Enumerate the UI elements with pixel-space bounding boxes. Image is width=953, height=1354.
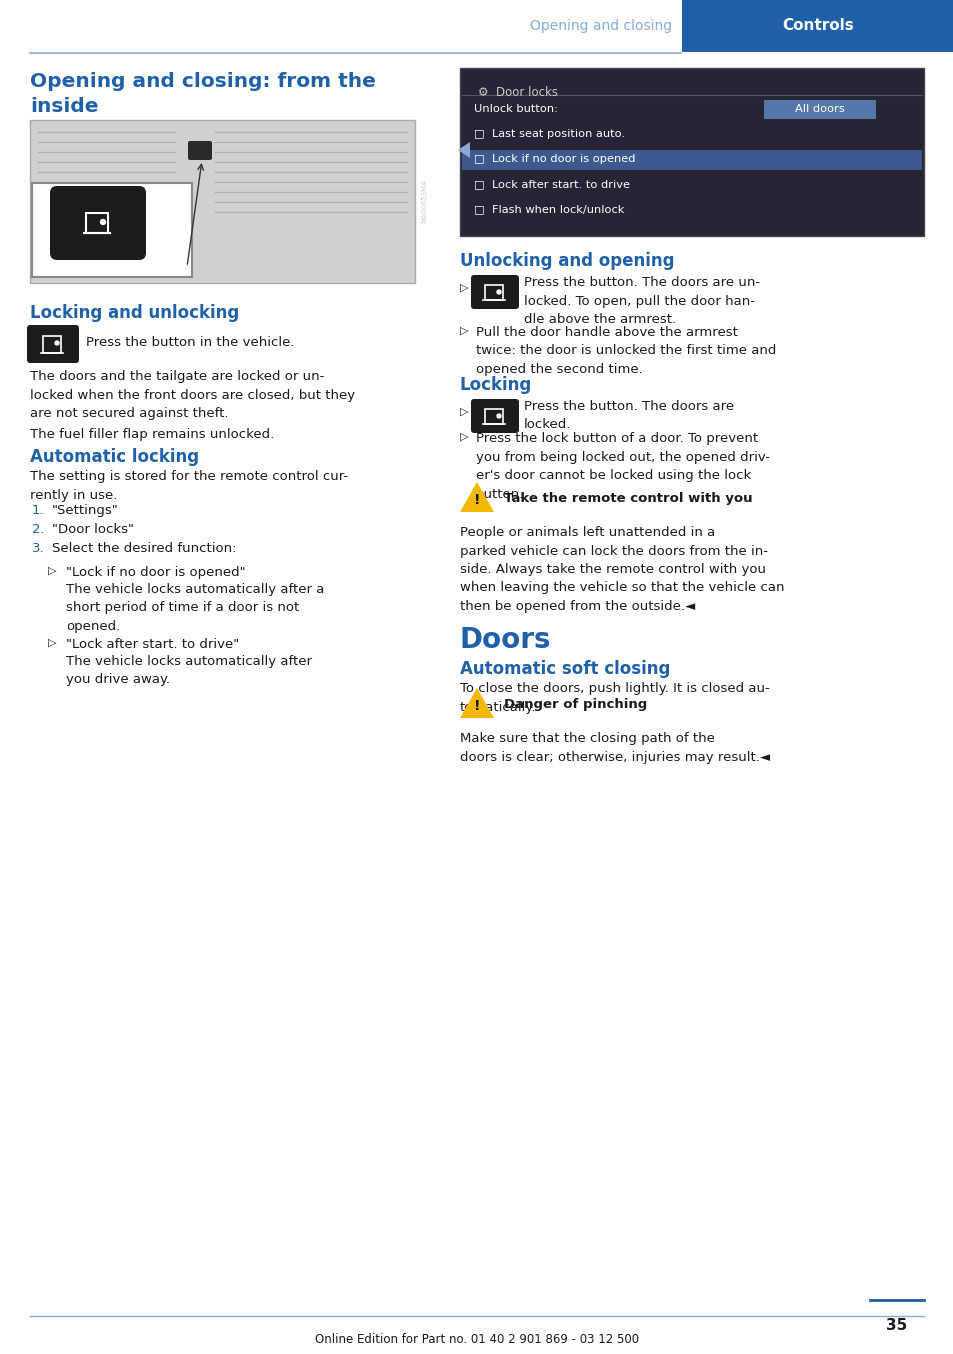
Text: ▷: ▷ — [48, 566, 56, 575]
FancyBboxPatch shape — [461, 150, 921, 171]
Text: 3.: 3. — [32, 542, 45, 555]
Text: !: ! — [474, 699, 479, 714]
Circle shape — [497, 414, 500, 418]
Polygon shape — [459, 688, 494, 718]
Text: Locking: Locking — [459, 376, 532, 394]
Text: "Settings": "Settings" — [52, 504, 118, 517]
FancyBboxPatch shape — [471, 399, 518, 433]
Text: Danger of pinching: Danger of pinching — [503, 699, 646, 711]
Text: To close the doors, push lightly. It is closed au-
tomatically.: To close the doors, push lightly. It is … — [459, 682, 769, 714]
Text: !: ! — [474, 493, 479, 506]
Circle shape — [497, 290, 500, 294]
Text: □  Lock if no door is opened: □ Lock if no door is opened — [474, 154, 635, 164]
Text: The vehicle locks automatically after
you drive away.: The vehicle locks automatically after yo… — [66, 655, 312, 686]
Text: MA00653MA: MA00653MA — [420, 180, 427, 223]
FancyBboxPatch shape — [50, 185, 146, 260]
FancyBboxPatch shape — [30, 121, 415, 283]
Text: Automatic locking: Automatic locking — [30, 448, 199, 466]
FancyBboxPatch shape — [188, 141, 212, 160]
Text: ▷: ▷ — [459, 408, 468, 417]
Text: "Door locks": "Door locks" — [52, 523, 133, 536]
Text: ▷: ▷ — [459, 283, 468, 292]
Text: Press the button in the vehicle.: Press the button in the vehicle. — [86, 337, 294, 349]
Text: Pull the door handle above the armrest
twice: the door is unlocked the first tim: Pull the door handle above the armrest t… — [476, 326, 776, 376]
Text: □  Lock after start. to drive: □ Lock after start. to drive — [474, 179, 629, 190]
Text: The setting is stored for the remote control cur-
rently in use.: The setting is stored for the remote con… — [30, 470, 348, 501]
FancyBboxPatch shape — [763, 100, 875, 119]
Polygon shape — [459, 482, 494, 512]
Text: All doors: All doors — [794, 104, 844, 114]
Text: ▷: ▷ — [459, 326, 468, 336]
Circle shape — [55, 341, 59, 345]
Text: Take the remote control with you: Take the remote control with you — [503, 492, 752, 505]
Text: "Lock if no door is opened": "Lock if no door is opened" — [66, 566, 245, 580]
Text: Make sure that the closing path of the
doors is clear; otherwise, injuries may r: Make sure that the closing path of the d… — [459, 733, 769, 764]
Text: inside: inside — [30, 97, 98, 116]
Text: Press the lock button of a door. To prevent
you from being locked out, the opene: Press the lock button of a door. To prev… — [476, 432, 769, 501]
Text: Locking and unlocking: Locking and unlocking — [30, 305, 239, 322]
Text: The vehicle locks automatically after a
short period of time if a door is not
op: The vehicle locks automatically after a … — [66, 584, 324, 634]
Text: Opening and closing: Opening and closing — [529, 19, 671, 32]
Text: □  Flash when lock/unlock: □ Flash when lock/unlock — [474, 204, 623, 214]
Text: Unlock button:: Unlock button: — [474, 104, 558, 114]
FancyBboxPatch shape — [27, 325, 79, 363]
Text: Select the desired function:: Select the desired function: — [52, 542, 236, 555]
Circle shape — [100, 219, 106, 225]
Text: People or animals left unattended in a
parked vehicle can lock the doors from th: People or animals left unattended in a p… — [459, 525, 783, 613]
FancyBboxPatch shape — [471, 275, 518, 309]
Text: Online Edition for Part no. 01 40 2 901 869 - 03 12 500: Online Edition for Part no. 01 40 2 901 … — [314, 1332, 639, 1346]
Text: Unlocking and opening: Unlocking and opening — [459, 252, 674, 269]
Text: "Lock after start. to drive": "Lock after start. to drive" — [66, 638, 239, 651]
Text: Opening and closing: from the: Opening and closing: from the — [30, 72, 375, 91]
Text: □  Last seat position auto.: □ Last seat position auto. — [474, 129, 624, 139]
Text: ⚙  Door locks: ⚙ Door locks — [477, 87, 558, 99]
Text: Press the button. The doors are un-
locked. To open, pull the door han-
dle abov: Press the button. The doors are un- lock… — [523, 276, 760, 326]
Text: The fuel filler flap remains unlocked.: The fuel filler flap remains unlocked. — [30, 428, 274, 441]
Text: 35: 35 — [885, 1317, 906, 1332]
Text: The doors and the tailgate are locked or un-
locked when the front doors are clo: The doors and the tailgate are locked or… — [30, 370, 355, 420]
Text: Controls: Controls — [781, 19, 853, 34]
Text: 2.: 2. — [32, 523, 45, 536]
FancyBboxPatch shape — [32, 183, 192, 278]
Text: 1.: 1. — [32, 504, 45, 517]
Text: ▷: ▷ — [459, 432, 468, 441]
Text: Automatic soft closing: Automatic soft closing — [459, 659, 670, 678]
Text: ▷: ▷ — [48, 638, 56, 649]
FancyBboxPatch shape — [459, 68, 923, 236]
Text: Doors: Doors — [459, 626, 551, 654]
FancyBboxPatch shape — [681, 0, 953, 51]
Polygon shape — [457, 142, 470, 158]
Text: Press the button. The doors are
locked.: Press the button. The doors are locked. — [523, 399, 734, 432]
